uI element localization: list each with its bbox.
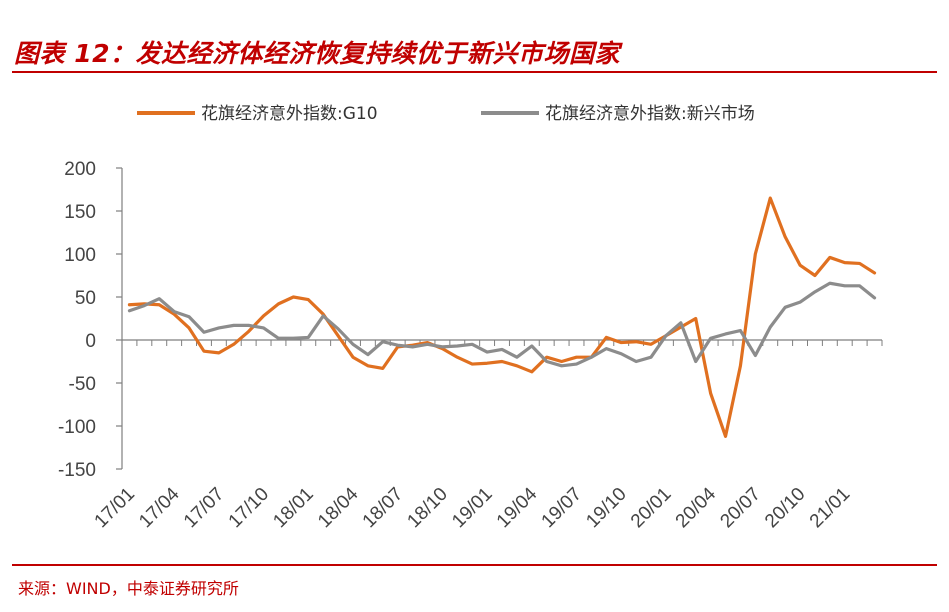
series-lines <box>127 196 877 438</box>
y-tick-labels: 200 150 100 50 0 -50 -100 -150 <box>58 159 96 481</box>
x-tick-label: 17/10 <box>225 484 273 532</box>
x-tick-label: 19/10 <box>582 484 630 532</box>
x-tick-label: 20/01 <box>627 484 675 532</box>
legend-label-em: 花旗经济意外指数:新兴市场 <box>545 104 755 124</box>
x-tick-label: 19/04 <box>493 483 542 532</box>
x-tick-label: 20/07 <box>716 484 764 532</box>
y-tick-label: 200 <box>64 159 96 180</box>
y-tick-label: -50 <box>69 374 96 395</box>
x-tick-label: 17/07 <box>180 484 228 532</box>
x-tick-label: 18/07 <box>359 484 407 532</box>
axes <box>116 167 883 470</box>
x-tick-labels: 17/0117/0417/0717/1018/0118/0418/0718/10… <box>91 483 855 532</box>
x-tick-label: 20/10 <box>761 484 809 532</box>
x-tick-label: 17/04 <box>135 483 184 532</box>
y-tick-label: 150 <box>64 202 96 223</box>
x-tick-label: 21/01 <box>806 484 854 532</box>
x-tick-label: 19/07 <box>538 484 586 532</box>
y-tick-label: -150 <box>58 460 96 481</box>
source-note: 来源：WIND，中泰证券研究所 <box>18 579 239 598</box>
footer-rule <box>12 564 937 566</box>
chart-title: 图表 12：发达经济体经济恢复持续优于新兴市场国家 <box>14 39 620 68</box>
x-tick-label: 17/01 <box>91 484 139 532</box>
legend: 花旗经济意外指数:G10 花旗经济意外指数:新兴市场 <box>137 104 755 124</box>
x-tick-label: 18/04 <box>314 483 363 532</box>
y-tick-label: -100 <box>58 417 96 438</box>
x-tick-label: 18/01 <box>269 484 317 532</box>
legend-label-g10: 花旗经济意外指数:G10 <box>201 104 378 124</box>
line-chart: 花旗经济意外指数:G10 花旗经济意外指数:新兴市场 200 150 100 50 0 -… <box>58 104 883 532</box>
title-rule <box>12 71 937 73</box>
x-tick-label: 19/01 <box>448 484 496 532</box>
x-tick-label: 18/10 <box>403 484 451 532</box>
series-line-g10 <box>127 196 877 438</box>
series-line-em <box>127 281 877 368</box>
x-tick-label: 20/04 <box>672 483 721 532</box>
y-tick-label: 0 <box>85 331 96 352</box>
y-tick-label: 100 <box>64 245 96 266</box>
y-tick-label: 50 <box>75 288 96 309</box>
